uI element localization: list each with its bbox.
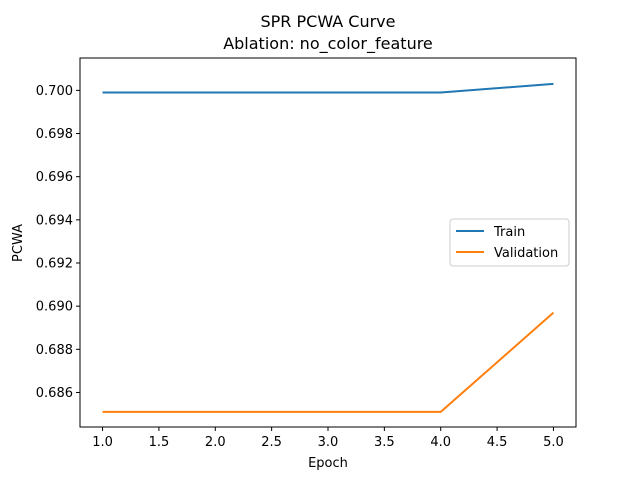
series-layer [102, 82, 555, 413]
x-tick-label: 4.5 [487, 435, 508, 450]
legend-label-validation: Validation [494, 246, 558, 261]
legend: Train Validation [449, 218, 570, 267]
y-tick-label: 0.692 [36, 257, 73, 272]
x-tick-label: 3.5 [374, 435, 395, 450]
x-tick-label: 4.0 [430, 435, 451, 450]
x-tick-label: 5.0 [543, 435, 564, 450]
y-tick-label: 0.700 [36, 84, 73, 99]
y-tick-label: 0.696 [36, 170, 73, 185]
x-axis-ticks: 1.0 1.5 2.0 2.5 3.0 3.5 4.0 4.5 5.0 [92, 427, 564, 450]
y-tick-label: 0.694 [36, 213, 73, 228]
legend-label-train: Train [493, 225, 525, 240]
x-tick-label: 1.5 [149, 435, 170, 450]
x-tick-label: 2.5 [261, 435, 282, 450]
series-line-train [102, 82, 554, 94]
plot-frame [79, 57, 577, 428]
y-axis-ticks: 0.686 0.688 0.690 0.692 0.694 0.696 0.698 0.700 [36, 84, 80, 401]
chart-title: SPR PCWA Curve [260, 12, 395, 31]
y-axis-label: PCWA [11, 224, 26, 262]
x-tick-label: 2.0 [205, 435, 226, 450]
y-tick-label: 0.690 [36, 300, 73, 315]
y-tick-label: 0.698 [36, 127, 73, 142]
x-tick-label: 3.0 [318, 435, 339, 450]
y-tick-label: 0.688 [36, 343, 73, 358]
series-line-validation [102, 311, 555, 413]
x-tick-label: 1.0 [92, 435, 113, 450]
x-axis-label: Epoch [308, 456, 348, 471]
y-tick-label: 0.686 [36, 386, 73, 401]
chart-subtitle: Ablation: no_color_feature [223, 34, 433, 54]
